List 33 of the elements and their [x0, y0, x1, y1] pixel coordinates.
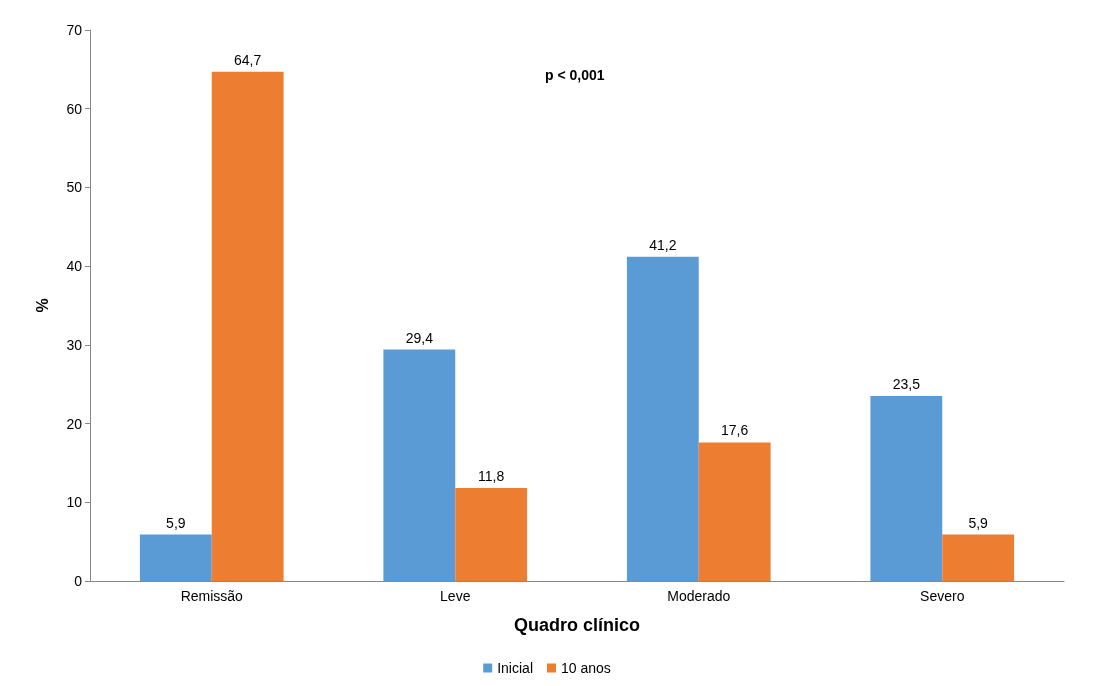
- y-tick-label: 30: [66, 336, 83, 353]
- data-label: 5,9: [166, 514, 186, 531]
- legend-label: 10 anos: [560, 660, 611, 676]
- x-tick-label: Leve: [440, 588, 471, 604]
- data-label: 64,7: [234, 51, 262, 68]
- y-axis-title: %: [33, 298, 51, 313]
- legend-label: Inicial: [497, 660, 533, 676]
- y-tick-label: 50: [66, 179, 83, 196]
- y-tick-label: 10: [66, 494, 83, 511]
- y-tick-label: 0: [74, 573, 83, 589]
- y-tick-label: 20: [66, 415, 83, 432]
- y-tick-label: 70: [66, 22, 83, 38]
- data-label: 17,6: [721, 422, 749, 439]
- x-tick-label: Remissão: [180, 588, 244, 604]
- data-label: 5,9: [968, 514, 989, 531]
- bar: [139, 534, 212, 581]
- y-tick-label: 60: [66, 100, 83, 117]
- data-label: 41,2: [649, 236, 677, 253]
- x-axis-title: Quadro clínico: [513, 615, 641, 635]
- y-tick-label: 40: [66, 258, 83, 275]
- data-label: 23,5: [892, 376, 921, 393]
- bar: [455, 488, 528, 581]
- bar: [383, 349, 456, 581]
- data-label: 11,8: [478, 468, 505, 485]
- bar: [698, 442, 771, 581]
- annotation: p < 0,001: [545, 67, 605, 83]
- bar: [942, 534, 1015, 581]
- x-tick-label: Severo: [920, 588, 965, 604]
- x-tick-label: Moderado: [667, 588, 731, 604]
- bar: [626, 256, 699, 581]
- data-label: 29,4: [405, 329, 434, 346]
- bar: [211, 71, 284, 581]
- bar: [870, 396, 943, 581]
